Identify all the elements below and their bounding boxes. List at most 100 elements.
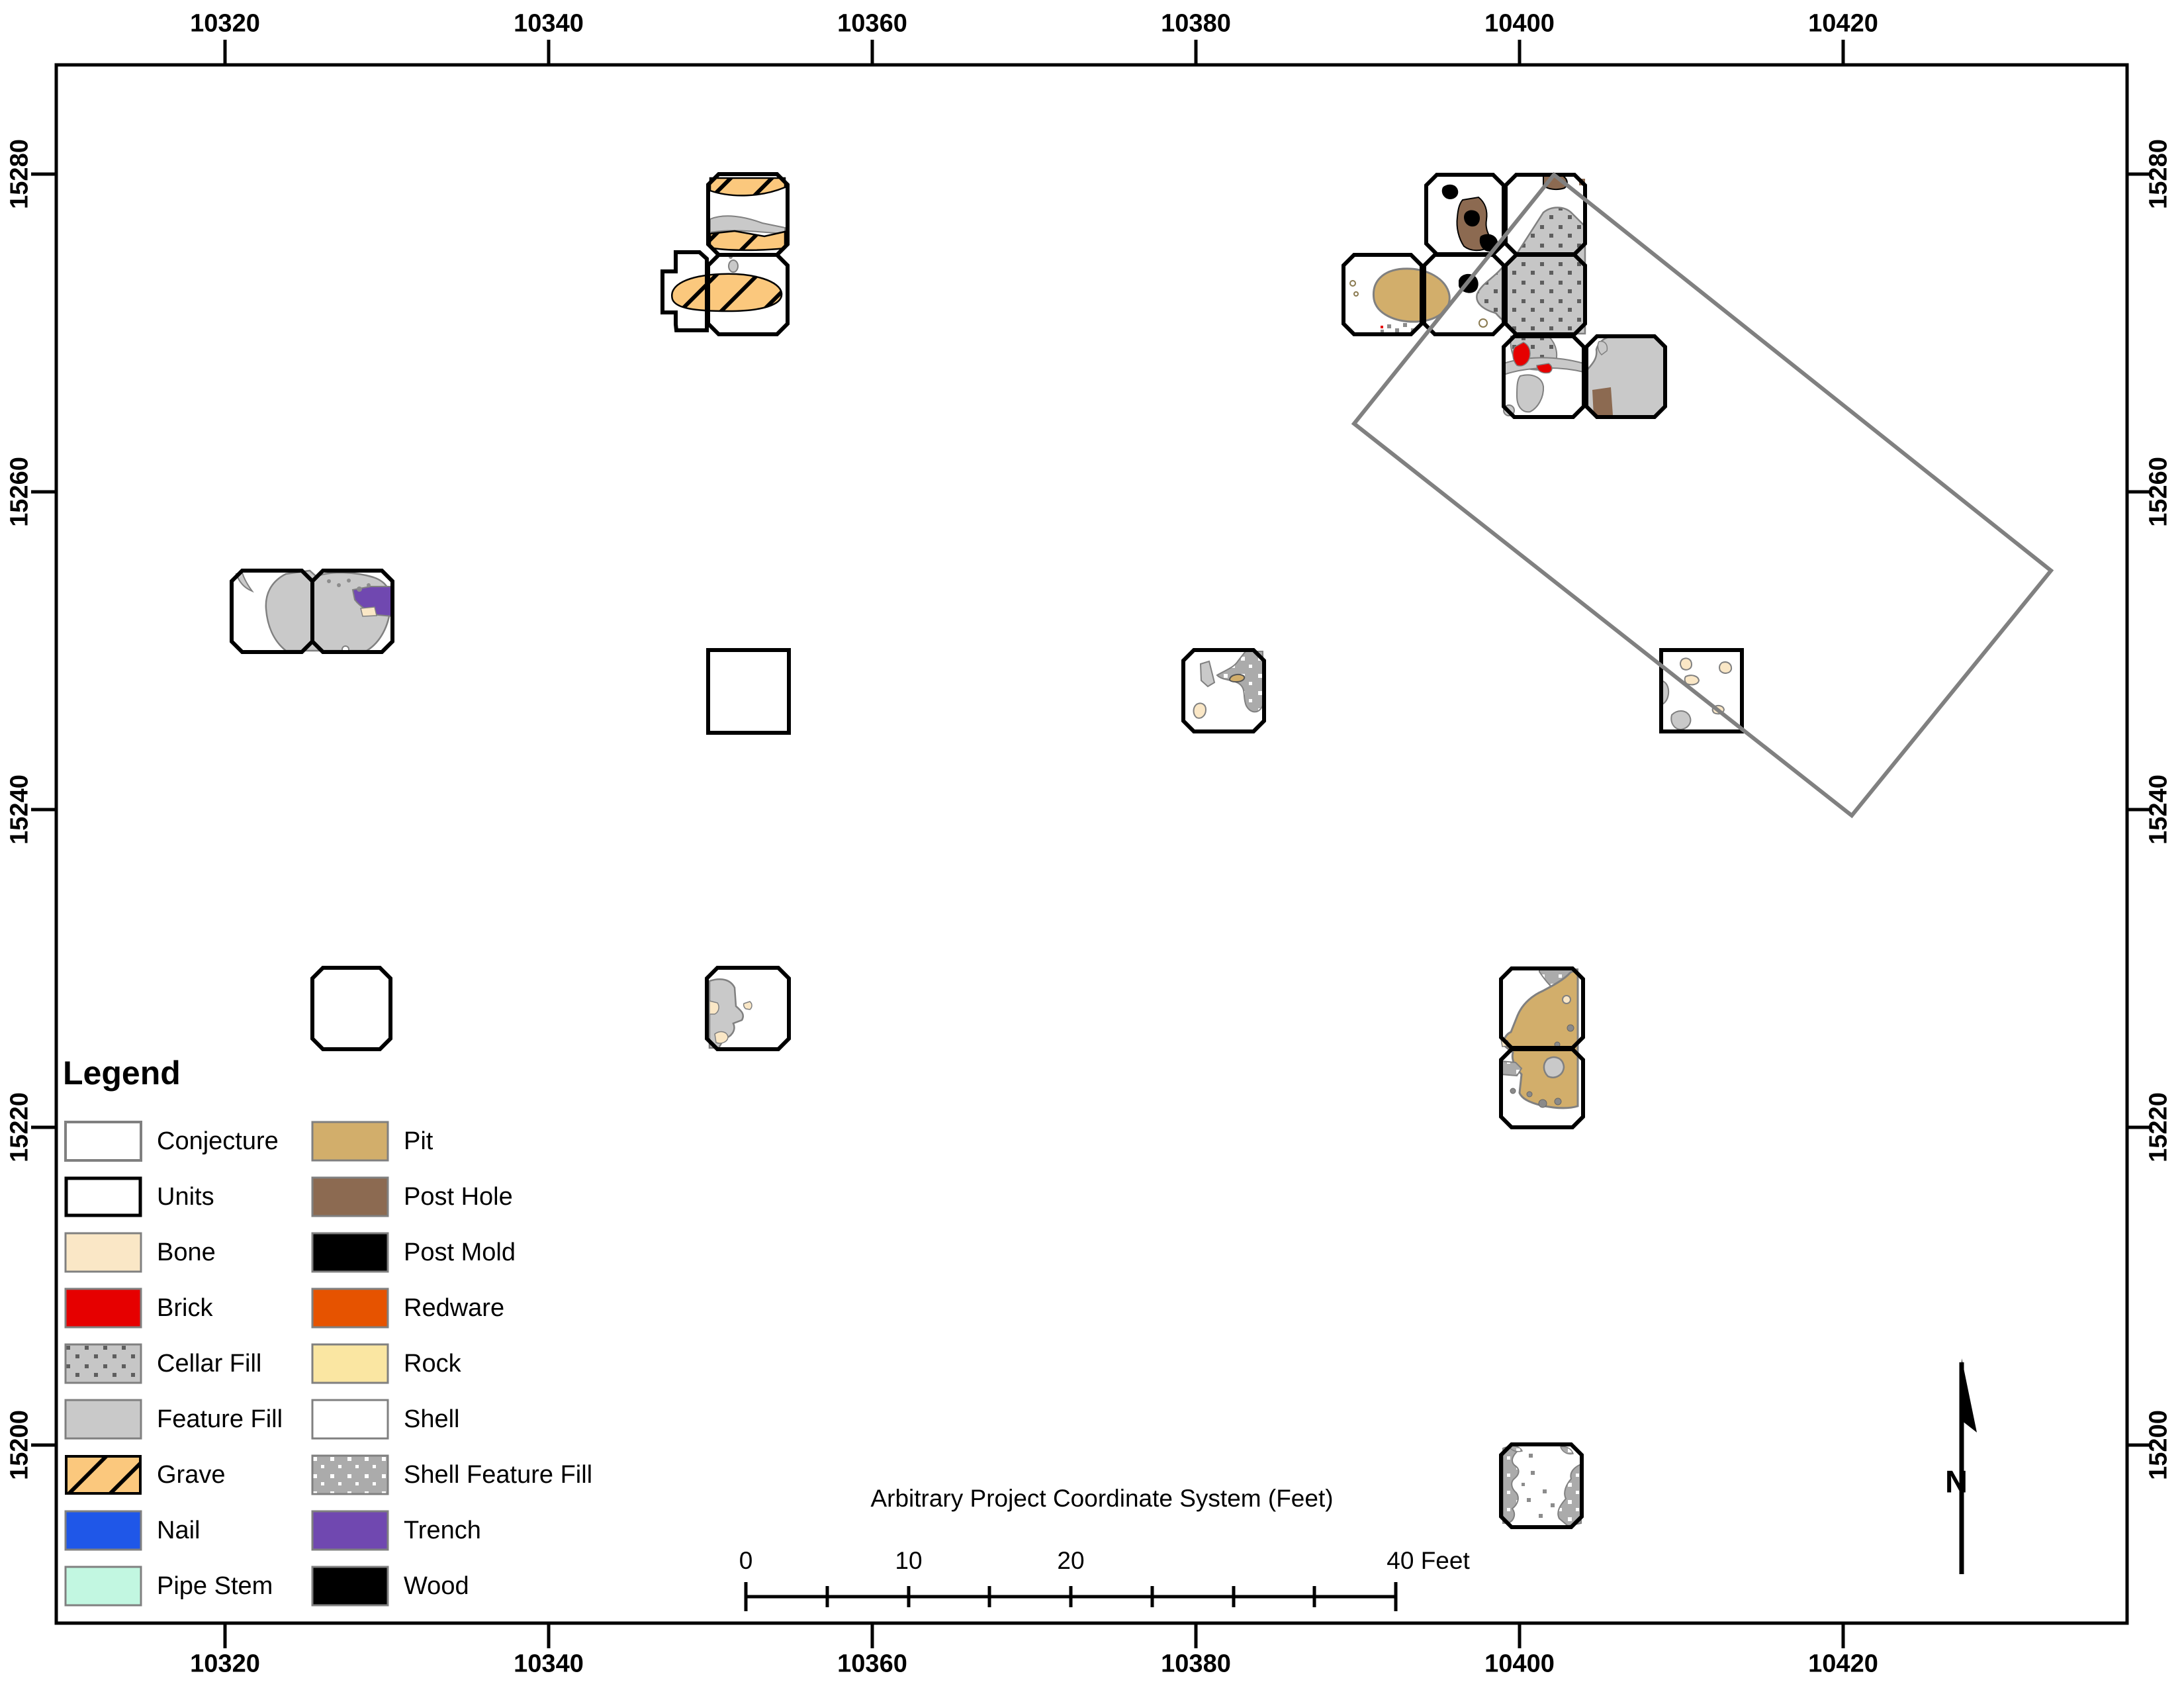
legend-item-pit: Pit: [311, 1121, 433, 1162]
legend-item-shell: Shell: [311, 1399, 460, 1440]
axis-label-bottom: 10420: [1808, 1650, 1878, 1678]
axis-label-top: 10340: [514, 9, 584, 38]
legend-swatch-brick: [64, 1288, 142, 1329]
axis-label-top: 10420: [1808, 9, 1878, 38]
speck-cluster: [1522, 1454, 1555, 1518]
legend-item-units: Units: [64, 1176, 214, 1217]
bone-feature: [709, 1000, 719, 1015]
legend-swatch-feature-fill: [64, 1399, 142, 1440]
legend-swatch-rock: [311, 1343, 389, 1384]
brick-speck: [1381, 326, 1383, 328]
shell-feature-fill: [1560, 1446, 1574, 1455]
north-arrow-icon: [1959, 1358, 1977, 1574]
feature-fill: [235, 571, 254, 593]
legend-swatch-pipe-stem: [64, 1566, 142, 1607]
grave-feature: [709, 177, 786, 197]
axis-label-left: 15260: [5, 457, 34, 527]
legend-swatch-post-mold: [311, 1232, 389, 1273]
feature-fill: [1543, 1056, 1565, 1078]
pit-feature: [1372, 267, 1451, 323]
legend-item-feature-fill: Feature Fill: [64, 1399, 283, 1440]
axis-label-right: 15280: [2144, 139, 2173, 209]
brick-feature: [1512, 342, 1531, 367]
scale-label-40-feet: 40 Feet: [1387, 1547, 1470, 1574]
scale-label-20: 20: [1057, 1547, 1085, 1574]
axis-label-top: 10380: [1161, 9, 1231, 38]
small-feature: [1479, 318, 1488, 328]
post-mold: [1441, 184, 1459, 199]
grave-feature: [709, 230, 786, 252]
legend-swatch-cellar-fill: [64, 1343, 142, 1384]
legend-item-brick: Brick: [64, 1288, 212, 1329]
axis-label-bottom: 10360: [837, 1650, 907, 1678]
bone-feature: [1562, 995, 1571, 1004]
legend-swatch-post-hole: [311, 1176, 389, 1217]
legend-item-nail: Nail: [64, 1510, 200, 1551]
legend-item-post-hole: Post Hole: [311, 1176, 513, 1217]
legend-item-conjecture: Conjecture: [64, 1121, 279, 1162]
scale-label-10: 10: [895, 1547, 923, 1574]
axis-label-bottom: 10340: [514, 1650, 584, 1678]
axis-label-bottom: 10400: [1484, 1650, 1555, 1678]
map-frame: [54, 63, 2129, 1625]
axis-label-left: 15200: [5, 1410, 34, 1480]
post-hole: [1592, 387, 1613, 416]
grave-feature: [671, 273, 783, 312]
bone-feature: [360, 606, 377, 617]
legend-swatch-grave: [65, 1455, 142, 1495]
legend-swatch-bone: [64, 1232, 142, 1273]
axis-label-right: 15220: [2144, 1092, 2173, 1162]
legend-swatch-pit: [311, 1121, 389, 1162]
bone-feature: [743, 1001, 752, 1010]
feature-fill: [1670, 710, 1692, 731]
legend-item-cellar-fill: Cellar Fill: [64, 1343, 261, 1384]
legend-item-redware: Redware: [311, 1288, 504, 1329]
conjecture-structure-outline: [1351, 171, 2054, 819]
legend-item-wood: Wood: [311, 1566, 469, 1607]
axis-label-left: 15220: [5, 1092, 34, 1162]
coordinate-system-caption: Arbitrary Project Coordinate System (Fee…: [870, 1485, 1334, 1512]
legend-item-bone: Bone: [64, 1232, 216, 1273]
shell-feature-fill: [1557, 1463, 1582, 1527]
bone-feature: [1193, 702, 1207, 719]
axis-label-right: 15200: [2144, 1410, 2173, 1480]
axis-label-top: 10400: [1484, 9, 1555, 38]
feature-fill: [1597, 340, 1608, 355]
legend-item-post-mold: Post Mold: [311, 1232, 516, 1273]
axis-label-left: 15280: [5, 139, 34, 209]
legend-item-trench: Trench: [311, 1510, 481, 1551]
north-arrow-label: N: [1945, 1464, 1968, 1499]
scale-bar: [744, 1582, 1398, 1611]
legend-item-shell-feature-fill: Shell Feature Fill: [311, 1454, 592, 1495]
axis-label-left: 15240: [5, 774, 34, 845]
pit-lens: [1228, 673, 1246, 683]
excavation-unit-outlines: [230, 172, 1744, 1529]
legend-swatch-conjecture: [64, 1121, 142, 1162]
legend-swatch-redware: [311, 1288, 389, 1329]
feature-fill: [1516, 374, 1545, 413]
axis-label-right: 15260: [2144, 457, 2173, 527]
post-mold: [1464, 210, 1480, 227]
legend-swatch-wood: [311, 1566, 389, 1607]
brick-feature: [1536, 363, 1553, 374]
legend-title: Legend: [63, 1055, 181, 1092]
scale-label-0: 0: [739, 1547, 753, 1574]
axis-label-top: 10320: [190, 9, 260, 38]
legend-swatch-shell: [311, 1399, 389, 1440]
feature-fill: [1199, 660, 1216, 688]
axis-label-right: 15240: [2144, 774, 2173, 845]
feature-fill: [728, 259, 739, 273]
axis-ticks: [31, 40, 2152, 1648]
axis-label-top: 10360: [837, 9, 907, 38]
legend-item-grave: Grave: [64, 1454, 225, 1495]
legend-item-rock: Rock: [311, 1343, 461, 1384]
legend-swatch-trench: [311, 1510, 389, 1551]
legend-swatch-units: [64, 1176, 142, 1217]
speck-cluster: [327, 579, 371, 592]
legend-swatch-nail: [64, 1510, 142, 1551]
legend-swatch-shell-feature-fill: [311, 1454, 389, 1495]
legend-item-pipe-stem: Pipe Stem: [64, 1566, 273, 1607]
axis-label-bottom: 10320: [190, 1650, 260, 1678]
